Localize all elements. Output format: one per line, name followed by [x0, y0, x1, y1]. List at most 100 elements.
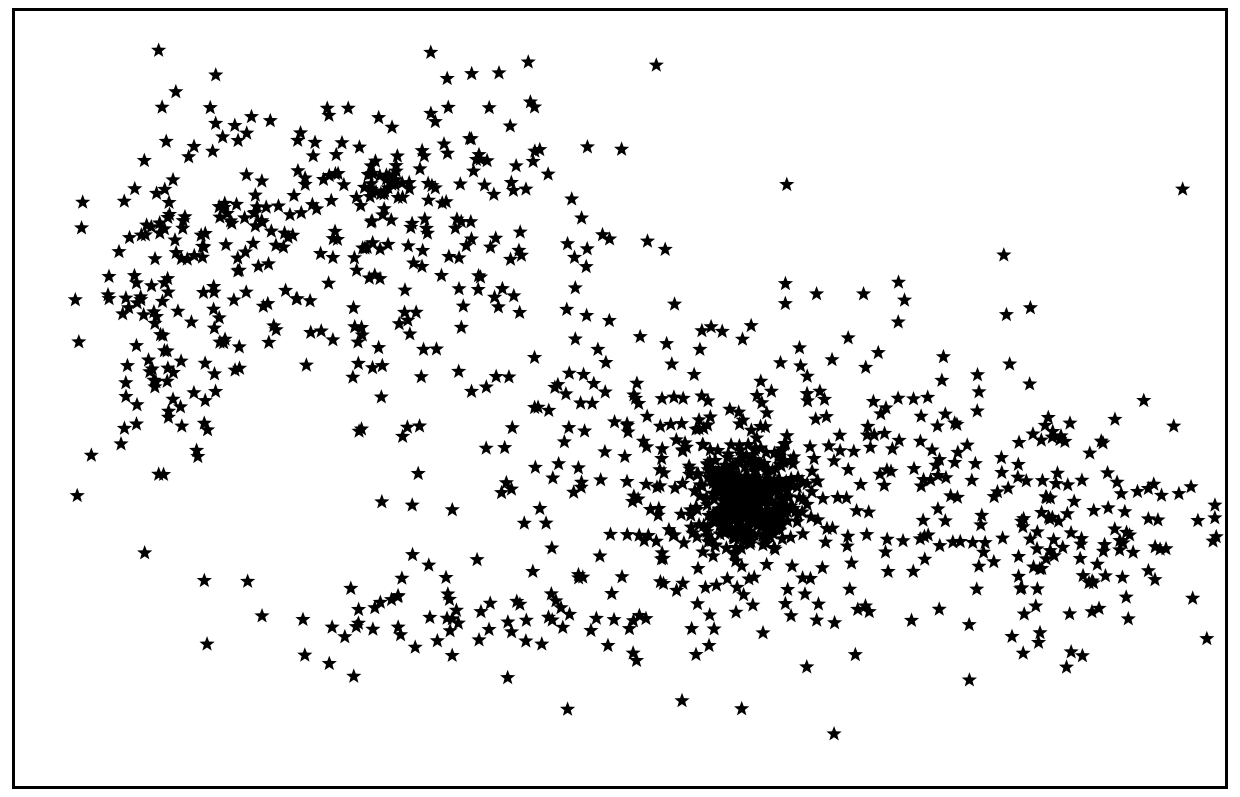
scatter-point	[1001, 480, 1016, 494]
scatter-point	[313, 246, 328, 260]
scatter-point	[1086, 503, 1101, 517]
scatter-point	[325, 250, 340, 264]
scatter-point	[878, 544, 893, 558]
scatter-point	[302, 293, 317, 307]
scatter-point	[278, 283, 293, 297]
scatter-point	[619, 474, 634, 488]
scatter-point	[1064, 644, 1079, 658]
scatter-point	[297, 647, 312, 661]
scatter-point	[710, 443, 725, 457]
scatter-point	[147, 251, 162, 265]
scatter-point	[576, 367, 591, 381]
scatter-point	[294, 205, 309, 219]
scatter-point	[170, 303, 185, 317]
scatter-point	[930, 418, 945, 432]
scatter-point	[938, 470, 953, 484]
scatter-point	[456, 298, 471, 312]
scatter-point	[1141, 511, 1156, 525]
scatter-point	[451, 250, 466, 264]
scatter-point	[826, 726, 841, 740]
scatter-point	[527, 350, 542, 364]
scatter-point	[913, 433, 928, 447]
scatter-point	[687, 367, 702, 381]
scatter-point	[567, 250, 582, 264]
scatter-point	[960, 437, 975, 451]
scatter-point	[167, 232, 182, 246]
scatter-point	[207, 320, 222, 334]
scatter-point	[137, 153, 152, 167]
scatter-point	[324, 193, 339, 207]
scatter-point	[117, 193, 132, 207]
scatter-point	[880, 531, 895, 545]
scatter-point	[1002, 356, 1017, 370]
scatter-point	[289, 291, 304, 305]
scatter-point	[303, 325, 318, 339]
scatter-point	[906, 563, 921, 577]
scatter-point	[205, 143, 220, 157]
scatter-point	[580, 241, 595, 255]
scatter-point	[504, 175, 519, 189]
scatter-point	[667, 296, 682, 310]
scatter-point	[506, 288, 521, 302]
scatter-point	[307, 135, 322, 149]
scatter-point	[994, 450, 1009, 464]
scatter-point	[1119, 589, 1134, 603]
scatter-point	[482, 100, 497, 114]
scatter-point	[251, 258, 266, 272]
scatter-point	[824, 352, 839, 366]
scatter-points	[68, 42, 1224, 740]
scatter-point	[1011, 568, 1026, 582]
scatter-point	[263, 113, 278, 127]
scatter-point	[684, 621, 699, 635]
scatter-point	[483, 595, 498, 609]
scatter-point	[633, 329, 648, 343]
scatter-point	[1035, 473, 1050, 487]
scatter-point	[519, 612, 534, 626]
scatter-point	[298, 177, 313, 191]
scatter-point	[1166, 418, 1181, 432]
scatter-point	[244, 109, 259, 123]
scatter-point	[70, 488, 85, 502]
scatter-point	[819, 409, 834, 423]
scatter-point	[184, 314, 199, 328]
scatter-point	[1030, 581, 1045, 595]
scatter-point	[501, 369, 516, 383]
scatter-point	[842, 581, 857, 595]
scatter-point	[800, 393, 815, 407]
scatter-point	[479, 379, 494, 393]
scatter-point	[826, 453, 841, 467]
scatter-point	[649, 57, 664, 71]
scatter-point	[859, 527, 874, 541]
scatter-point	[753, 373, 768, 387]
scatter-point	[218, 237, 233, 251]
scatter-point	[880, 564, 895, 578]
scatter-point	[654, 391, 669, 405]
scatter-point	[688, 647, 703, 661]
scatter-point	[440, 71, 455, 85]
scatter-plot	[0, 0, 1240, 797]
scatter-point	[534, 636, 549, 650]
scatter-point	[226, 292, 241, 306]
scatter-point	[779, 177, 794, 191]
scatter-point	[500, 614, 515, 628]
scatter-point	[629, 375, 644, 389]
scatter-point	[521, 54, 536, 68]
scatter-point	[1183, 479, 1198, 493]
scatter-point	[390, 148, 405, 162]
scatter-point	[792, 340, 807, 354]
scatter-point	[1062, 606, 1077, 620]
scatter-point	[174, 418, 189, 432]
scatter-point	[401, 238, 416, 252]
scatter-point	[471, 282, 486, 296]
scatter-point	[653, 418, 668, 432]
scatter-point	[75, 194, 90, 208]
scatter-point	[513, 224, 528, 238]
scatter-point	[352, 139, 367, 153]
scatter-point	[306, 148, 321, 162]
scatter-point	[402, 326, 417, 340]
scatter-point	[579, 259, 594, 273]
scatter-point	[809, 286, 824, 300]
scatter-point	[469, 552, 484, 566]
scatter-point	[846, 443, 861, 457]
scatter-point	[1190, 513, 1205, 527]
